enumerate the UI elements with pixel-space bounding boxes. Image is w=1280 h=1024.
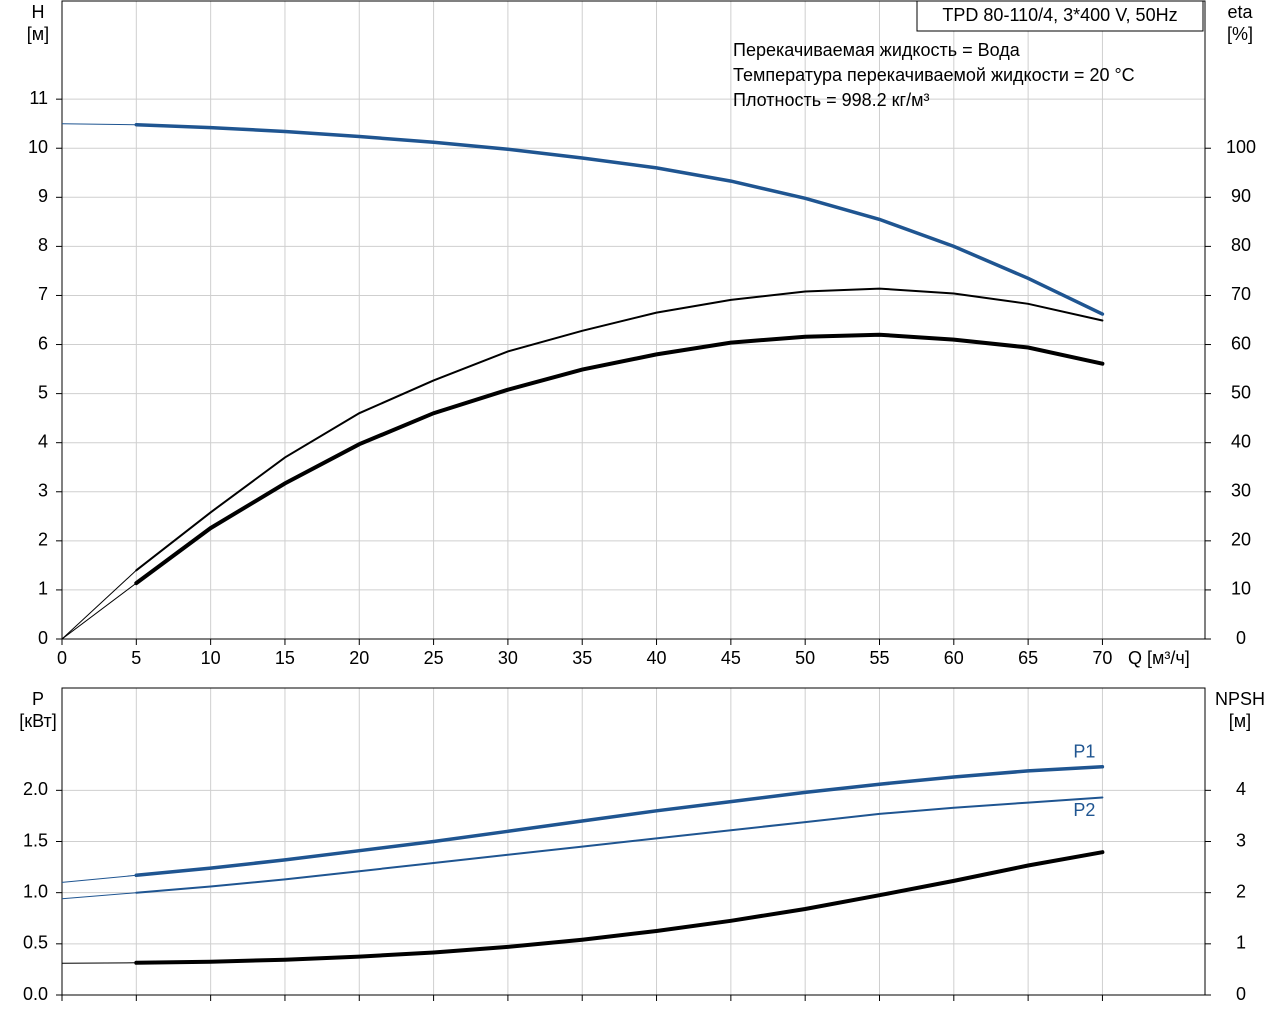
y2-tick-label: 60 xyxy=(1231,333,1251,353)
y2-tick-label: 50 xyxy=(1231,382,1251,402)
y-tick-label: 3 xyxy=(38,481,48,501)
x-tick-label: 15 xyxy=(275,648,295,668)
x-tick-label: 55 xyxy=(869,648,889,668)
y-tick-label: 1.0 xyxy=(23,881,48,901)
x-tick-label: 5 xyxy=(131,648,141,668)
y-tick-label: 2 xyxy=(38,530,48,550)
curve xyxy=(134,332,1105,586)
curve-extension xyxy=(61,962,137,964)
annotation: Плотность = 998.2 кг/м³ xyxy=(733,90,929,110)
series-label: P2 xyxy=(1073,800,1095,820)
y-label: P xyxy=(32,689,44,709)
curve xyxy=(135,796,1104,894)
y2-tick-label: 70 xyxy=(1231,284,1251,304)
y-tick-label: 9 xyxy=(38,186,48,206)
x-tick-label: 30 xyxy=(498,648,518,668)
y-tick-label: 1 xyxy=(38,579,48,599)
y2-tick-label: 30 xyxy=(1231,481,1251,501)
y-tick-label: 0.0 xyxy=(23,984,48,1004)
y2-tick-label: 4 xyxy=(1236,779,1246,799)
y2-unit: [м] xyxy=(1229,711,1251,731)
y2-unit: [%] xyxy=(1227,24,1253,44)
series-label: P1 xyxy=(1073,742,1095,762)
y2-tick-label: 0 xyxy=(1236,984,1246,1004)
annotation: Перекачиваемая жидкость = Вода xyxy=(733,40,1021,60)
y-tick-label: 4 xyxy=(38,431,48,451)
x-label: Q [м³/ч] xyxy=(1128,648,1190,668)
y-tick-label: 11 xyxy=(29,88,48,108)
chart-title: TPD 80-110/4, 3*400 V, 50Hz xyxy=(942,5,1177,25)
y-tick-label: 5 xyxy=(38,382,48,402)
x-tick-label: 20 xyxy=(349,648,369,668)
x-tick-label: 0 xyxy=(57,648,67,668)
x-tick-label: 10 xyxy=(201,648,221,668)
x-tick-label: 70 xyxy=(1092,648,1112,668)
curve-extension xyxy=(61,569,137,640)
y2-tick-label: 3 xyxy=(1236,830,1246,850)
y-tick-label: 0.5 xyxy=(23,933,48,953)
y-tick-label: 8 xyxy=(38,235,48,255)
y-tick-label: 0 xyxy=(38,628,48,648)
curve-extension xyxy=(61,123,137,126)
curve xyxy=(134,122,1105,316)
x-tick-label: 25 xyxy=(424,648,444,668)
y2-tick-label: 90 xyxy=(1231,186,1251,206)
y-unit: [кВт] xyxy=(19,711,57,731)
curve-extension xyxy=(61,582,137,640)
y2-label: NPSH xyxy=(1215,689,1265,709)
y-tick-label: 6 xyxy=(38,333,48,353)
x-tick-label: 65 xyxy=(1018,648,1038,668)
curve xyxy=(134,850,1105,965)
annotation: Температура перекачиваемой жидкости = 20… xyxy=(733,65,1135,85)
curve-extension xyxy=(61,874,137,883)
y2-tick-label: 20 xyxy=(1231,530,1251,550)
x-tick-label: 50 xyxy=(795,648,815,668)
y-tick-label: 10 xyxy=(28,137,48,157)
x-tick-label: 45 xyxy=(721,648,741,668)
plot-frame xyxy=(61,687,1206,996)
y2-tick-label: 100 xyxy=(1226,137,1256,157)
y2-label: eta xyxy=(1227,2,1253,22)
curve xyxy=(134,765,1105,878)
y2-tick-label: 40 xyxy=(1231,431,1251,451)
y2-tick-label: 2 xyxy=(1236,881,1246,901)
y2-tick-label: 10 xyxy=(1231,579,1251,599)
curve xyxy=(135,287,1104,572)
x-tick-label: 35 xyxy=(572,648,592,668)
x-tick-label: 60 xyxy=(944,648,964,668)
y-tick-label: 1.5 xyxy=(23,830,48,850)
title-box xyxy=(916,0,1204,32)
y-label: H xyxy=(32,2,45,22)
y-tick-label: 7 xyxy=(38,284,48,304)
y2-tick-label: 0 xyxy=(1236,628,1246,648)
y-unit: [м] xyxy=(27,24,49,44)
curve-extension xyxy=(61,892,137,900)
x-tick-label: 40 xyxy=(647,648,667,668)
y-tick-label: 2.0 xyxy=(23,779,48,799)
y2-tick-label: 80 xyxy=(1231,235,1251,255)
plot-frame xyxy=(61,0,1206,640)
y2-tick-label: 1 xyxy=(1236,933,1246,953)
